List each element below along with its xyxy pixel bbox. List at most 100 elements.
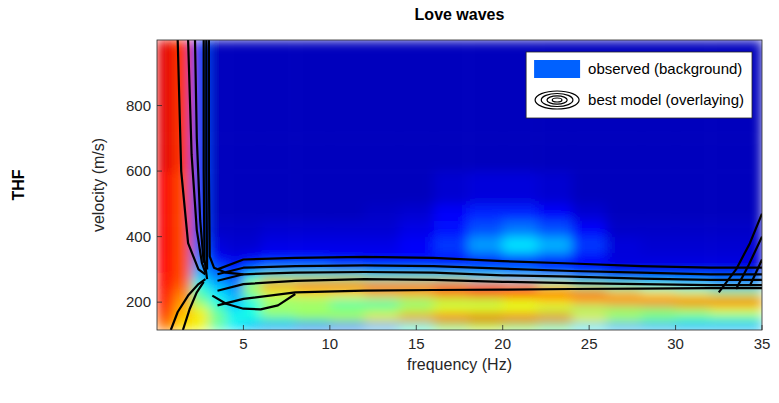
heat-cell: [295, 289, 330, 298]
heat-cell: [572, 289, 607, 298]
heat-cell: [295, 297, 330, 306]
heat-cell: [537, 237, 572, 254]
heat-cell: [209, 204, 227, 221]
heat-cell: [606, 297, 641, 306]
heat-cell: [503, 273, 538, 282]
heat-cell: [399, 106, 434, 139]
y-tick-label: 400: [126, 228, 151, 245]
heat-cell: [226, 220, 244, 237]
x-tick-label: 25: [581, 335, 598, 352]
heat-cell: [399, 204, 434, 221]
heat-cell: [710, 289, 762, 298]
heat-cell: [503, 297, 538, 306]
heat-cell: [261, 106, 296, 139]
legend-contour-icon: [535, 91, 579, 109]
heat-cell: [537, 171, 572, 204]
heat-cell: [174, 204, 192, 221]
legend-label: observed (background): [588, 60, 742, 77]
heat-cell: [434, 281, 469, 290]
heat-cell: [295, 322, 330, 330]
heat-cell: [710, 171, 762, 204]
heat-cell: [295, 204, 330, 221]
heat-cell: [330, 314, 365, 323]
heat-cell: [192, 305, 210, 314]
heat-cell: [676, 138, 711, 171]
heat-cell: [261, 220, 296, 237]
heat-cell: [468, 106, 503, 139]
heat-cell: [226, 106, 244, 139]
contour-line: [183, 282, 204, 330]
heat-cell: [330, 237, 365, 254]
x-tick-label: 15: [408, 335, 425, 352]
contour-line: [719, 214, 762, 293]
heat-cell: [434, 322, 469, 330]
heat-cell: [364, 314, 399, 323]
heat-cell: [209, 171, 227, 204]
heat-cell: [295, 237, 330, 254]
heat-cell: [641, 138, 676, 171]
heat-cell: [468, 297, 503, 306]
heat-cell: [226, 171, 244, 204]
heat-cell: [157, 253, 175, 263]
heat-cell: [261, 237, 296, 254]
heat-cell: [226, 204, 244, 221]
heat-cell: [364, 297, 399, 306]
plot-frame: [157, 40, 762, 330]
heat-cell: [364, 204, 399, 221]
heat-cell: [537, 220, 572, 237]
heat-cell: [676, 297, 711, 306]
heat-cell: [641, 263, 676, 273]
heat-cell: [606, 305, 641, 314]
heat-cell: [537, 322, 572, 330]
heat-cell: [243, 314, 261, 323]
y-tick-label: 800: [126, 97, 151, 114]
contour-line: [736, 237, 762, 289]
heat-cell: [295, 40, 330, 73]
heat-cell: [209, 40, 227, 73]
heat-cell: [468, 220, 503, 237]
y-tick-label: 200: [126, 293, 151, 310]
heat-cell: [606, 253, 641, 263]
chart: 5101520253035200400600800Love wavesfrequ…: [0, 0, 779, 403]
heat-cell: [261, 40, 296, 73]
heat-cell: [572, 204, 607, 221]
heatmap: [157, 40, 762, 330]
heat-cell: [399, 171, 434, 204]
heat-cell: [157, 263, 175, 273]
heat-cell: [226, 289, 244, 298]
heat-cell: [364, 281, 399, 290]
heat-cell: [364, 305, 399, 314]
heat-cell: [330, 40, 365, 73]
heat-cell: [710, 322, 762, 330]
heat-cell: [641, 220, 676, 237]
row-label: THF: [10, 169, 27, 200]
heat-cell: [364, 106, 399, 139]
heat-cell: [676, 322, 711, 330]
heat-cell: [641, 322, 676, 330]
heat-cell: [468, 204, 503, 221]
heat-cell: [209, 314, 227, 323]
contour-line: [195, 40, 204, 263]
heat-cell: [261, 314, 296, 323]
heat-cell: [243, 322, 261, 330]
heat-cell: [537, 138, 572, 171]
heat-cell: [226, 322, 244, 330]
heat-cell: [226, 73, 244, 106]
heat-cell: [434, 138, 469, 171]
heat-cell: [261, 171, 296, 204]
heat-cell: [606, 171, 641, 204]
heat-cell: [364, 237, 399, 254]
heat-cell: [174, 281, 192, 290]
legend-swatch: [534, 60, 580, 78]
contour-line: [171, 279, 206, 330]
heat-cell: [330, 73, 365, 106]
heat-cell: [676, 289, 711, 298]
heat-cell: [434, 297, 469, 306]
heat-cell: [174, 253, 192, 263]
heat-cell: [157, 40, 175, 73]
heat-cell: [537, 305, 572, 314]
heat-cell: [641, 237, 676, 254]
heat-cell: [399, 138, 434, 171]
x-tick-label: 10: [322, 335, 339, 352]
heat-cell: [295, 281, 330, 290]
